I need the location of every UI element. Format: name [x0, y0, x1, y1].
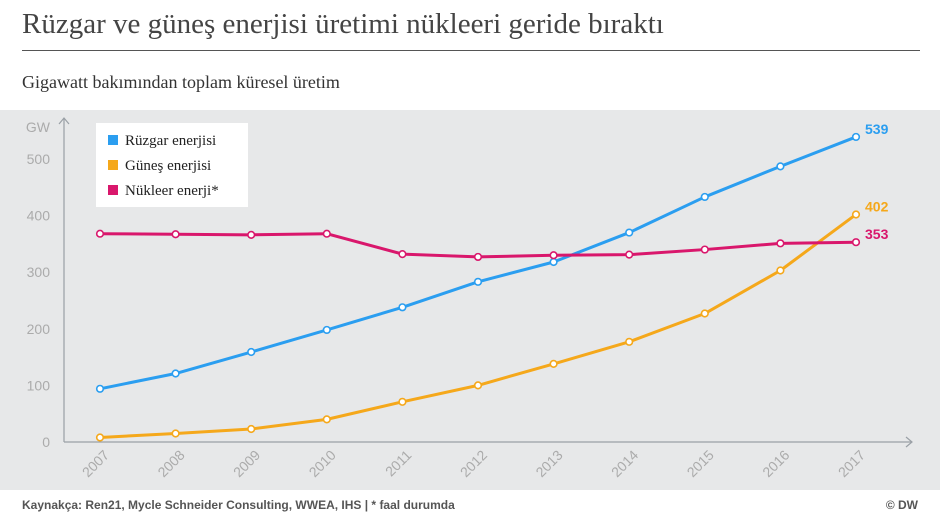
chart-subtitle: Gigawatt bakımından toplam küresel üreti…: [22, 72, 340, 92]
data-point: [776, 239, 785, 248]
data-point: [625, 228, 634, 237]
data-point: [700, 245, 709, 254]
data-point: [247, 424, 256, 434]
copyright: © DW: [885, 498, 918, 512]
data-point: [473, 252, 483, 262]
y-axis-ticks: 0 100 200 300 400 500 GW: [26, 119, 51, 450]
data-point: [95, 229, 105, 238]
data-point: [322, 325, 331, 335]
end-value-label: 353: [865, 226, 889, 242]
source-note: Kaynakça: Ren21, Mycle Schneider Consult…: [22, 498, 455, 512]
x-tick-label: 2008: [154, 447, 187, 480]
data-point: [171, 369, 180, 378]
data-point: [398, 303, 407, 312]
data-point: [625, 250, 634, 259]
series-0: 539: [95, 121, 889, 393]
data-point: [549, 251, 558, 260]
axes: [58, 117, 913, 448]
data-point: [776, 162, 785, 171]
legend-swatch: [108, 160, 118, 170]
x-axis-arrow: [905, 436, 913, 448]
x-tick-label: 2017: [835, 447, 868, 480]
data-point: [549, 359, 558, 368]
data-point: [171, 230, 180, 239]
y-tick-label: 400: [27, 208, 51, 224]
y-axis-unit-label: GW: [26, 119, 51, 135]
legend-label: Rüzgar enerjisi: [125, 133, 216, 149]
chart-title: Rüzgar ve güneş enerjisi üretimi nükleer…: [22, 8, 664, 40]
data-point: [851, 210, 861, 219]
legend-label: Güneş enerjisi: [125, 158, 211, 174]
data-point: [171, 429, 180, 438]
data-point: [247, 230, 256, 239]
data-point: [473, 277, 483, 286]
x-tick-label: 2007: [79, 447, 112, 480]
x-tick-label: 2012: [457, 447, 490, 480]
data-point: [398, 249, 407, 259]
data-point: [95, 384, 105, 393]
data-point: [700, 192, 709, 202]
data-point: [322, 229, 331, 238]
y-tick-label: 500: [27, 151, 51, 167]
legend-swatch: [108, 135, 118, 145]
legend-label: Nükleer enerji*: [125, 183, 219, 199]
y-tick-label: 200: [27, 321, 51, 337]
data-point: [776, 266, 785, 275]
y-tick-label: 300: [27, 264, 51, 280]
x-tick-label: 2014: [608, 447, 641, 480]
data-point: [549, 257, 558, 267]
series-2: 353: [95, 226, 889, 262]
x-tick-label: 2013: [532, 447, 565, 480]
x-tick-label: 2015: [684, 447, 717, 480]
x-tick-label: 2016: [759, 447, 792, 480]
title-divider: [22, 50, 920, 51]
x-tick-label: 2009: [230, 447, 263, 480]
end-value-label: 539: [865, 121, 889, 137]
legend: Rüzgar enerjisi Güneş enerjisi Nükleer ene…: [96, 123, 248, 207]
x-axis-ticks: 2007 2008 2009 2010 2011 2012 2013 2014 2015 2016…: [79, 447, 868, 480]
data-point: [398, 397, 407, 406]
legend-box: [96, 123, 248, 207]
y-tick-label: 100: [27, 377, 51, 393]
end-value-label: 402: [865, 198, 889, 214]
y-tick-label: 0: [42, 434, 50, 450]
data-point: [322, 415, 331, 424]
data-point: [700, 309, 709, 318]
data-point: [625, 337, 634, 346]
data-point: [851, 132, 861, 142]
series-lines: 539 402 353: [95, 121, 889, 442]
data-point: [473, 381, 483, 390]
data-point: [247, 347, 256, 357]
x-tick-label: 2011: [382, 447, 415, 480]
legend-swatch: [108, 185, 118, 195]
y-axis-arrow: [58, 117, 70, 125]
data-point: [851, 238, 861, 247]
data-point: [95, 433, 105, 442]
series-1: 402: [95, 198, 889, 442]
x-tick-label: 2010: [306, 447, 339, 480]
footer: [0, 490, 940, 529]
